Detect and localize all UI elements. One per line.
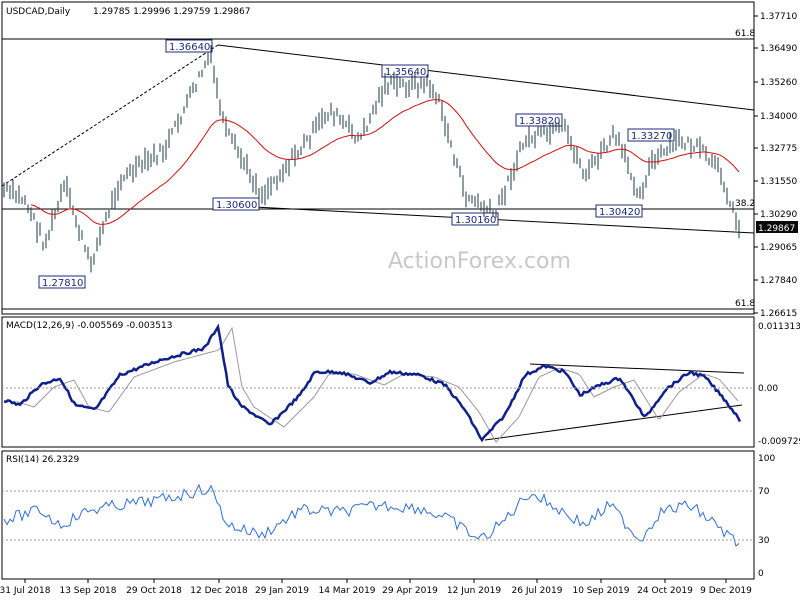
svg-text:1.30160: 1.30160 [455, 215, 496, 226]
price-tick-label: 1.27840 [760, 276, 797, 286]
price-tick-label: 1.29065 [760, 243, 797, 253]
time-tick-label: 10 Sep 2019 [572, 586, 629, 596]
svg-text:1.36640: 1.36640 [169, 42, 210, 53]
macd-axis: 0.011313 0.00 -0.009729 [758, 322, 800, 447]
rsi-title: RSI(14) 26.2329 [6, 455, 79, 465]
price-tick-label: 1.37710 [760, 12, 797, 22]
svg-text:1.30600: 1.30600 [216, 200, 257, 211]
time-tick-label: 26 Jul 2019 [512, 586, 563, 596]
price-tick-label: 1.26615 [760, 309, 797, 319]
price-axis: 1.37710 1.36490 1.35260 1.34000 1.32775 1.315… [754, 12, 797, 319]
level-label-135640: 1.35640 [382, 65, 428, 78]
svg-text:1.33820: 1.33820 [519, 116, 560, 127]
fib-label-top: 61.8 [735, 29, 755, 39]
time-tick-label: 29 Apr 2019 [382, 586, 438, 596]
svg-text:1.33270: 1.33270 [631, 131, 672, 142]
rsi-axis: 100 70 30 0 [758, 454, 775, 579]
watermark: ActionForex.com [388, 249, 571, 274]
time-tick-label: 12 Jun 2019 [447, 586, 501, 596]
fib-label-mid: 38.2 [735, 199, 755, 209]
level-label-133820: 1.33820 [516, 114, 562, 127]
level-label-127810: 1.27810 [39, 276, 85, 289]
chart-symbol: USDCAD,Daily [6, 7, 71, 17]
rsi-tick-label: 70 [758, 487, 770, 497]
rsi-tick-label: 0 [758, 569, 764, 579]
price-tick-label: 1.32775 [760, 144, 797, 154]
time-tick-label: 29 Jan 2019 [255, 586, 309, 596]
macd-tick-label: 0.011313 [758, 322, 800, 332]
chart-quote: 1.29785 1.29996 1.29759 1.29867 [93, 7, 250, 17]
price-tick-label: 1.31550 [760, 177, 797, 187]
price-tick-label: 1.36490 [760, 44, 797, 54]
time-tick-label: 9 Dec 2019 [700, 586, 752, 596]
time-tick-label: 14 Mar 2019 [318, 586, 375, 596]
level-label-130600: 1.30600 [213, 198, 259, 211]
rsi-tick-label: 30 [758, 536, 770, 546]
time-tick-label: 13 Sep 2018 [59, 586, 116, 596]
price-tick-label: 1.30290 [760, 210, 797, 220]
time-tick-label: 12 Dec 2018 [190, 586, 248, 596]
level-label-136640: 1.36640 [166, 40, 212, 53]
rsi-tick-label: 100 [758, 454, 775, 464]
rsi-panel [2, 451, 754, 579]
time-tick-label: 24 Oct 2019 [637, 586, 693, 596]
price-tick-label: 1.34000 [760, 112, 797, 122]
svg-text:1.27810: 1.27810 [42, 278, 83, 289]
macd-tick-label: 0.00 [758, 384, 778, 394]
current-price-label: 1.29867 [758, 224, 795, 234]
level-label-130420: 1.30420 [596, 205, 642, 218]
time-axis: 31 Jul 2018 13 Sep 2018 29 Oct 2018 12 Dec … [0, 579, 752, 596]
level-label-130160: 1.30160 [452, 213, 498, 226]
fib-label-bottom: 61.8 [735, 299, 755, 309]
price-panel [2, 2, 754, 314]
level-label-133270: 1.33270 [628, 129, 674, 142]
macd-tick-label: -0.009729 [758, 437, 800, 447]
price-tick-label: 1.35260 [760, 78, 797, 88]
macd-title: MACD(12,26,9) -0.005569 -0.003513 [6, 321, 172, 331]
time-tick-label: 31 Jul 2018 [0, 586, 51, 596]
svg-text:1.30420: 1.30420 [599, 207, 640, 218]
time-tick-label: 29 Oct 2018 [126, 586, 182, 596]
